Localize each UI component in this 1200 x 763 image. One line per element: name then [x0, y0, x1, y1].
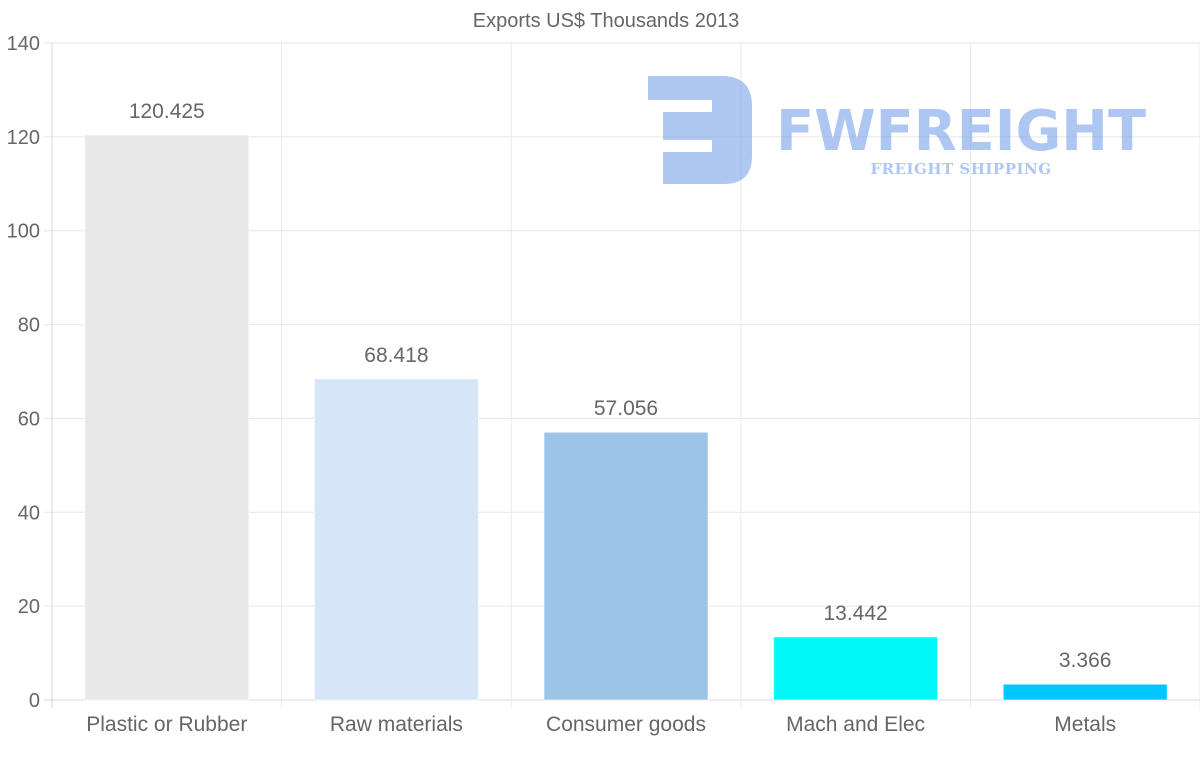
- watermark-name: FWFREIGHT: [776, 99, 1146, 164]
- x-tick-label: Plastic or Rubber: [86, 713, 247, 736]
- y-tick-label: 40: [18, 502, 40, 524]
- chart-title: Exports US$ Thousands 2013: [473, 10, 739, 32]
- y-tick-label: 20: [18, 596, 40, 618]
- bar-series: [84, 134, 1168, 701]
- bar-mach-and-elec: [773, 636, 939, 701]
- data-label: 57.056: [594, 397, 658, 420]
- x-tick-label: Raw materials: [330, 713, 463, 736]
- watermark-tagline: FREIGHT SHIPPING: [870, 160, 1051, 178]
- y-tick-label: 0: [29, 690, 40, 712]
- x-axis: Plastic or Rubber Raw materials Consumer g…: [86, 713, 1116, 736]
- y-tick-label: 60: [18, 408, 40, 430]
- fw-logo-icon: [648, 76, 752, 184]
- y-tick-label: 120: [7, 127, 40, 149]
- data-label: 13.442: [823, 602, 887, 625]
- y-axis: 0 20 40 60 80 100 120 140: [7, 33, 40, 712]
- x-tick-label: Mach and Elec: [786, 713, 925, 736]
- y-tick-label: 140: [7, 33, 40, 55]
- data-labels: 120.425 68.418 57.056 13.442 3.366: [129, 100, 1112, 672]
- y-tick-label: 80: [18, 315, 40, 337]
- data-label: 68.418: [364, 344, 428, 367]
- bar-consumer-goods: [543, 431, 709, 701]
- bar-plastic-or-rubber: [84, 134, 250, 701]
- bar-metals: [1002, 683, 1168, 701]
- data-label: 3.366: [1059, 649, 1112, 672]
- y-tick-label: 100: [7, 221, 40, 243]
- data-label: 120.425: [129, 100, 205, 123]
- x-tick-label: Metals: [1054, 713, 1116, 736]
- x-tick-label: Consumer goods: [546, 713, 706, 736]
- watermark: FWFREIGHT FREIGHT SHIPPING: [648, 76, 1146, 184]
- bar-raw-materials: [313, 378, 479, 701]
